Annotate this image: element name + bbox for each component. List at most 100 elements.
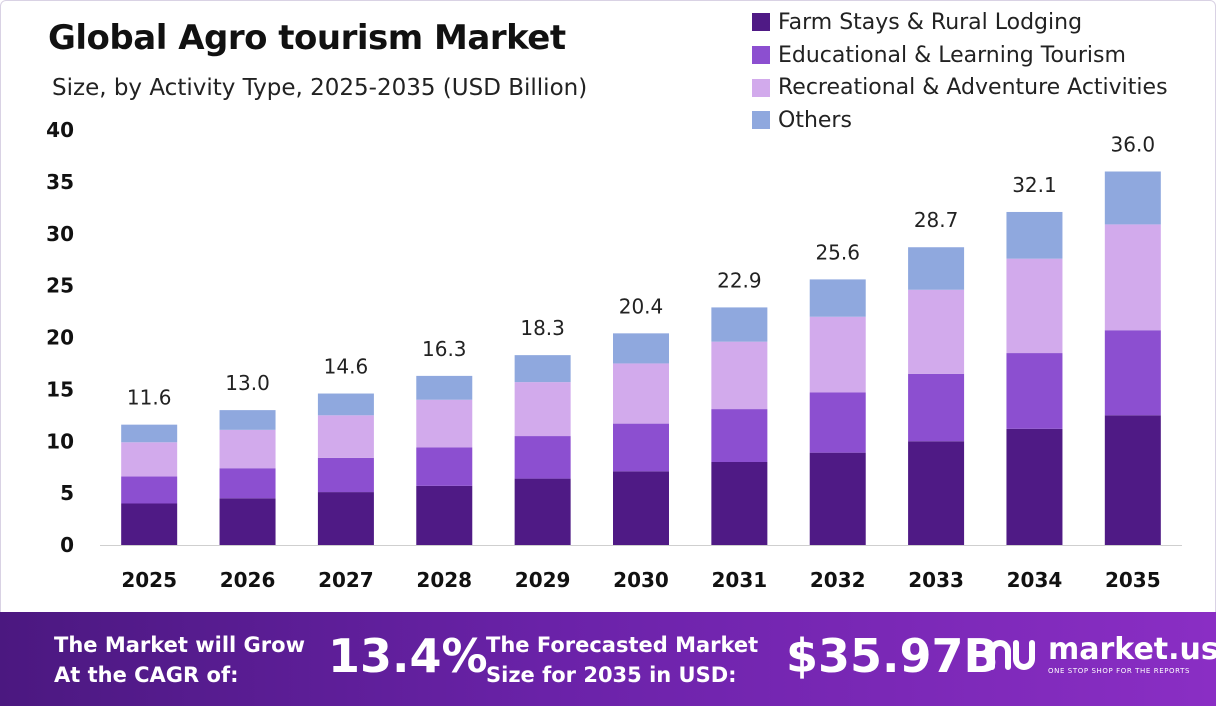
x-tick-label: 2025 — [121, 568, 177, 592]
bar-total-label: 28.7 — [914, 208, 959, 232]
bar-segment — [711, 307, 768, 342]
bar-segment — [908, 289, 965, 374]
bar-total-label: 13.0 — [225, 371, 270, 395]
legend-swatch-recreational — [752, 78, 770, 97]
y-tick-label: 10 — [46, 429, 74, 453]
x-tick-label: 2033 — [908, 568, 964, 592]
bar-segment — [1006, 353, 1063, 429]
legend-item-educational: Educational & Learning Tourism — [752, 39, 1168, 72]
bar-segment — [613, 471, 669, 545]
bar-segment — [1104, 171, 1161, 225]
bar-segment — [219, 468, 276, 499]
bar-segment — [809, 316, 866, 393]
brand-logo: market.us ONE STOP SHOP FOR THE REPORTS — [986, 634, 1216, 676]
y-tick-label: 0 — [60, 533, 74, 557]
forecast-label: The Forecasted Market Size for 2035 in U… — [486, 633, 759, 687]
bar-segment — [317, 415, 374, 458]
bar-segment — [613, 333, 669, 364]
bar-segment — [711, 409, 768, 462]
legend-swatch-others — [752, 111, 770, 130]
legend-label-recreational: Recreational & Adventure Activities — [778, 75, 1168, 101]
bar-segment — [1006, 211, 1063, 259]
bar-total-label: 25.6 — [815, 240, 860, 264]
forecast-value: $35.97B — [786, 629, 999, 683]
bar-segment — [908, 247, 965, 290]
chart-subtitle: Size, by Activity Type, 2025-2035 (USD B… — [52, 75, 588, 101]
bar-total-label: 36.0 — [1111, 133, 1156, 157]
bar-total-label: 32.1 — [1012, 173, 1057, 197]
bar-segment — [908, 373, 965, 442]
market-us-logo-icon — [989, 640, 1035, 670]
legend-swatch-educational — [752, 46, 770, 65]
x-tick-label: 2028 — [416, 568, 472, 592]
bar-segment — [1104, 330, 1161, 416]
bar-segment — [809, 279, 866, 317]
legend-label-educational: Educational & Learning Tourism — [778, 42, 1126, 68]
bar-segment — [416, 447, 473, 486]
bar-total-label: 16.3 — [422, 337, 467, 361]
bar-segment — [1006, 258, 1063, 354]
bar-segment — [219, 410, 276, 430]
bar-total-label: 18.3 — [520, 316, 565, 340]
bar-segment — [514, 382, 571, 437]
bar-segment — [809, 392, 866, 453]
bar-segment — [121, 476, 178, 504]
legend-item-others: Others — [752, 104, 1168, 137]
y-tick-label: 30 — [46, 222, 74, 246]
legend-swatch-farm-stays — [752, 13, 770, 32]
bar-segment — [121, 503, 178, 545]
x-tick-label: 2026 — [220, 568, 276, 592]
cagr-value: 13.4% — [328, 629, 488, 683]
bar-segment — [809, 452, 866, 545]
bar-segment — [317, 457, 374, 493]
bar-segment — [416, 485, 473, 545]
legend-label-farm-stays: Farm Stays & Rural Lodging — [778, 9, 1083, 35]
bar-segment — [317, 393, 374, 416]
bar-segment — [121, 442, 178, 477]
bar-total-label: 11.6 — [127, 386, 172, 410]
bar-total-label: 22.9 — [717, 268, 762, 292]
summary-banner: The Market will Grow At the CAGR of: 13.… — [0, 612, 1216, 706]
y-tick-label: 40 — [46, 118, 74, 142]
bar-total-label: 14.6 — [324, 355, 369, 379]
bar-segment — [711, 462, 768, 545]
bar-segment — [613, 363, 669, 424]
legend-item-recreational: Recreational & Adventure Activities — [752, 71, 1168, 104]
y-tick-label: 20 — [46, 326, 74, 350]
stacked-bar-chart: 051015202530354011.6202513.0202614.62027… — [46, 118, 1182, 592]
y-tick-label: 15 — [46, 377, 74, 401]
bar-segment — [1104, 224, 1161, 331]
bar-segment — [514, 478, 571, 545]
bar-segment — [219, 429, 276, 469]
x-tick-label: 2034 — [1007, 568, 1063, 592]
bar-segment — [317, 492, 374, 545]
x-tick-label: 2031 — [712, 568, 768, 592]
bar-segment — [711, 341, 768, 410]
y-tick-label: 5 — [60, 481, 74, 505]
legend: Farm Stays & Rural Lodging Educational &… — [752, 6, 1168, 137]
cagr-label: The Market will Grow At the CAGR of: — [54, 633, 305, 687]
bar-segment — [613, 423, 669, 472]
bar-segment — [219, 498, 276, 545]
x-tick-label: 2029 — [515, 568, 571, 592]
bar-segment — [1104, 415, 1161, 545]
bar-segment — [908, 441, 965, 545]
bar-segment — [416, 375, 473, 400]
bar-segment — [514, 436, 571, 479]
y-tick-label: 25 — [46, 274, 74, 298]
brand-tagline: ONE STOP SHOP FOR THE REPORTS — [1048, 667, 1191, 675]
bar-segment — [416, 399, 473, 448]
bar-segment — [1006, 428, 1063, 545]
x-tick-label: 2032 — [810, 568, 866, 592]
bar-segment — [514, 355, 571, 383]
bar-segment — [121, 424, 178, 443]
legend-label-others: Others — [778, 107, 852, 133]
x-tick-label: 2035 — [1105, 568, 1161, 592]
x-tick-label: 2030 — [613, 568, 669, 592]
y-tick-label: 35 — [46, 170, 74, 194]
brand-name: market.us — [1048, 632, 1216, 667]
x-tick-label: 2027 — [318, 568, 374, 592]
chart-title: Global Agro tourism Market — [48, 18, 566, 58]
legend-item-farm-stays: Farm Stays & Rural Lodging — [752, 6, 1168, 39]
bar-total-label: 20.4 — [619, 294, 664, 318]
